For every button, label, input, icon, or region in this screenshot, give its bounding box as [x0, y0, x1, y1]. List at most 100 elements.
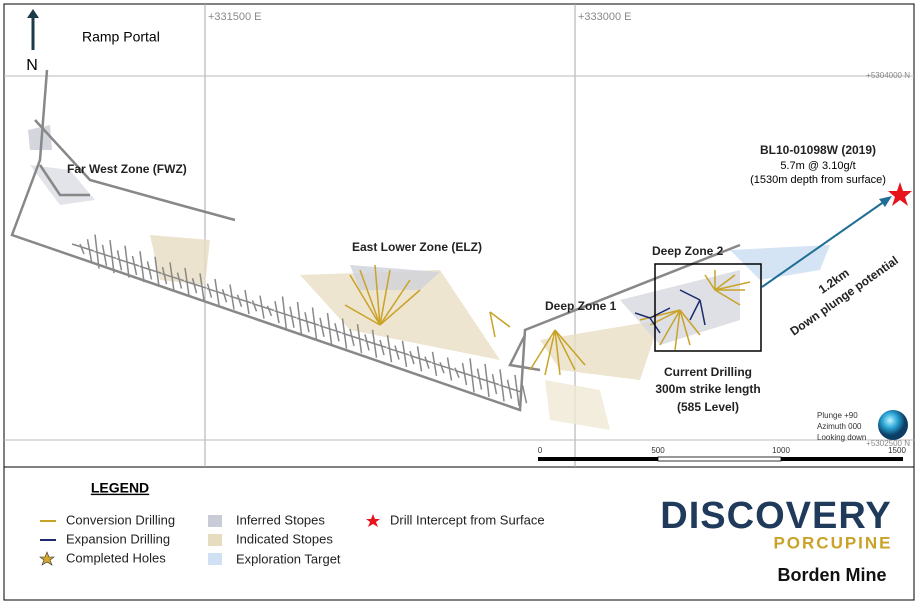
drill-hole — [649, 307, 671, 319]
map-frame — [3, 3, 915, 468]
legend-item: Expansion Drilling — [66, 531, 170, 546]
scale-label: 1000 — [772, 446, 790, 455]
plunge-arrow — [761, 200, 886, 288]
drill-hole — [529, 329, 556, 371]
drifts — [10, 69, 741, 412]
legend-swatch — [208, 553, 222, 565]
drill-hole — [554, 329, 561, 376]
legend-item: Exploration Target — [236, 551, 341, 566]
intercept-star — [888, 182, 912, 206]
intercept-label: (1530m depth from surface) — [750, 174, 886, 186]
drill-hole — [699, 299, 706, 326]
north-arrow-head — [27, 9, 39, 18]
scale-label: 500 — [651, 446, 665, 455]
drill-hole — [379, 289, 421, 326]
drift — [79, 243, 85, 255]
logo-sub: PORCUPINE — [773, 533, 892, 552]
current-drilling: (585 Level) — [677, 400, 739, 414]
scale-bar — [781, 457, 903, 461]
grid-label: +331500 E — [208, 11, 262, 23]
drift — [221, 289, 228, 303]
current-drilling: Current Drilling — [664, 365, 752, 379]
drift — [304, 312, 310, 333]
drift — [199, 273, 205, 301]
current-drilling-box — [654, 263, 762, 352]
drift — [251, 300, 258, 312]
legend-item: Completed Holes — [66, 550, 166, 565]
drift — [139, 265, 162, 274]
drift — [394, 345, 400, 360]
drift — [86, 239, 93, 262]
view-label: Looking down — [817, 433, 866, 442]
drill-hole — [639, 309, 681, 321]
drift — [161, 266, 168, 285]
view-label: Azimuth 000 — [817, 422, 862, 431]
view-sphere — [878, 410, 908, 440]
drill-hole — [374, 264, 381, 326]
zone-label: Deep Zone 1 — [545, 299, 617, 313]
drift — [454, 367, 460, 379]
drift — [424, 356, 430, 369]
legend: LEGEND Conversion Drilling Expansion Dri… — [39, 480, 545, 566]
drift — [506, 379, 513, 399]
current-drilling: 300m strike length — [655, 382, 760, 396]
drift — [206, 283, 213, 298]
drift — [251, 302, 275, 312]
drill-hole — [489, 311, 496, 338]
drift — [206, 287, 230, 297]
drill-hole — [679, 309, 701, 336]
drift — [244, 289, 250, 315]
scale-label: 1500 — [888, 446, 906, 455]
drift — [311, 307, 318, 340]
drift — [274, 310, 297, 319]
drift — [379, 339, 385, 356]
drill-hole — [349, 274, 381, 326]
drift — [409, 350, 415, 365]
scale-bar — [657, 456, 782, 462]
drift — [266, 305, 273, 317]
zone-label: Deep Zone 2 — [652, 244, 724, 258]
drift — [514, 374, 520, 407]
drill-hole — [379, 269, 391, 326]
drift — [431, 362, 455, 371]
site-name: Borden Mine — [777, 565, 886, 585]
drill-fans — [344, 264, 751, 376]
drift — [401, 340, 408, 367]
scale-label: 0 — [538, 446, 543, 455]
legend-item: Inferred Stopes — [236, 512, 325, 527]
grid-label: +333000 E — [578, 11, 632, 23]
legend-swatch — [208, 515, 222, 527]
drift — [341, 332, 365, 341]
drill-hole — [674, 309, 681, 351]
drift — [289, 306, 295, 328]
drill-hole — [704, 274, 716, 291]
drift — [319, 324, 342, 334]
drift — [409, 354, 432, 364]
legend-title: LEGEND — [91, 480, 149, 496]
drill-hole — [634, 312, 651, 319]
drift — [191, 277, 198, 294]
drift — [109, 240, 115, 274]
logo-name: DISCOVERY — [660, 495, 891, 537]
drift — [491, 373, 498, 395]
drift — [349, 328, 355, 347]
drill-hole — [359, 269, 381, 326]
drill-hole — [344, 304, 381, 326]
grid-label: +5304000 N — [866, 71, 910, 80]
drill-hole — [659, 309, 681, 346]
zone-label: East Lower Zone (ELZ) — [352, 240, 482, 254]
drift — [229, 295, 252, 304]
legend-item: Conversion Drilling — [66, 512, 175, 527]
drill-hole — [714, 274, 736, 291]
legend-swatch — [208, 534, 222, 546]
drift — [521, 385, 528, 404]
zone-label: Far West Zone (FWZ) — [67, 162, 187, 176]
drift — [296, 317, 320, 326]
drift — [386, 347, 410, 356]
drift — [236, 294, 243, 308]
legend-swatch — [39, 551, 55, 566]
drill-hole — [714, 289, 741, 306]
drill-hole — [679, 289, 701, 301]
view-label: Plunge +90 — [817, 411, 858, 420]
